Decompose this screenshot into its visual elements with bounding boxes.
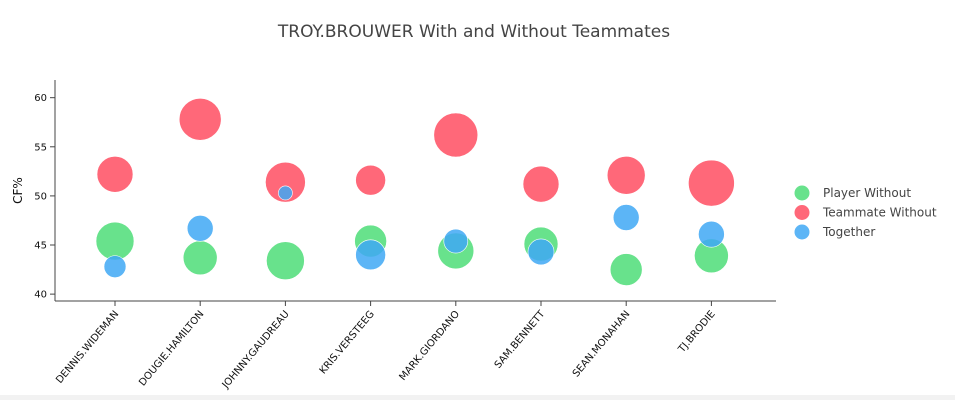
x-tick-label: DOUGIE.HAMILTON xyxy=(137,309,206,389)
x-tick-label: DENNIS.WIDEMAN xyxy=(54,309,121,386)
data-point xyxy=(103,255,127,278)
y-axis-title: CF% xyxy=(11,177,25,204)
data-point xyxy=(355,239,386,271)
data-point xyxy=(186,215,214,242)
data-point xyxy=(688,159,735,207)
x-tick-label: SAM.BENNETT xyxy=(493,308,548,371)
data-point xyxy=(443,228,469,254)
legend-marker xyxy=(794,224,810,240)
data-point xyxy=(355,164,386,196)
x-tick-label: SEAN.MONAHAN xyxy=(571,309,633,380)
data-point xyxy=(527,238,555,266)
data-point xyxy=(266,241,305,281)
x-tick-label: TJ.BRODIE xyxy=(676,309,718,356)
data-point xyxy=(612,204,640,231)
legend-label: Teammate Without xyxy=(822,206,937,220)
legend-label: Together xyxy=(822,225,875,239)
data-point xyxy=(433,112,479,158)
data-point xyxy=(609,253,643,286)
data-point xyxy=(606,155,646,195)
legend-marker xyxy=(794,185,810,201)
x-tick-label: KRIS.VERSTEEG xyxy=(318,309,377,377)
bottom-bar xyxy=(0,395,955,400)
data-points xyxy=(95,97,735,286)
data-point xyxy=(278,185,293,201)
y-tick-label: 50 xyxy=(34,191,47,202)
data-point xyxy=(698,220,725,248)
data-point xyxy=(178,97,222,141)
y-tick-label: 60 xyxy=(34,93,47,104)
legend-marker xyxy=(794,205,810,220)
data-point xyxy=(522,165,560,203)
data-point xyxy=(265,161,306,203)
data-point xyxy=(182,240,218,276)
x-tick-label: JOHNNY.GAUDREAU xyxy=(220,309,292,392)
legend-label: Player Without xyxy=(823,186,911,200)
chart-title: TROY.BROUWER With and Without Teammates xyxy=(277,22,671,42)
x-tick-label: MARK.GIORDANO xyxy=(397,309,462,383)
y-tick-label: 40 xyxy=(34,290,47,301)
data-point xyxy=(96,155,134,193)
data-point xyxy=(95,221,135,261)
y-tick-label: 55 xyxy=(34,142,47,153)
legend: Player Without Teammate Without Together xyxy=(794,185,937,240)
y-tick-label: 45 xyxy=(34,241,47,252)
